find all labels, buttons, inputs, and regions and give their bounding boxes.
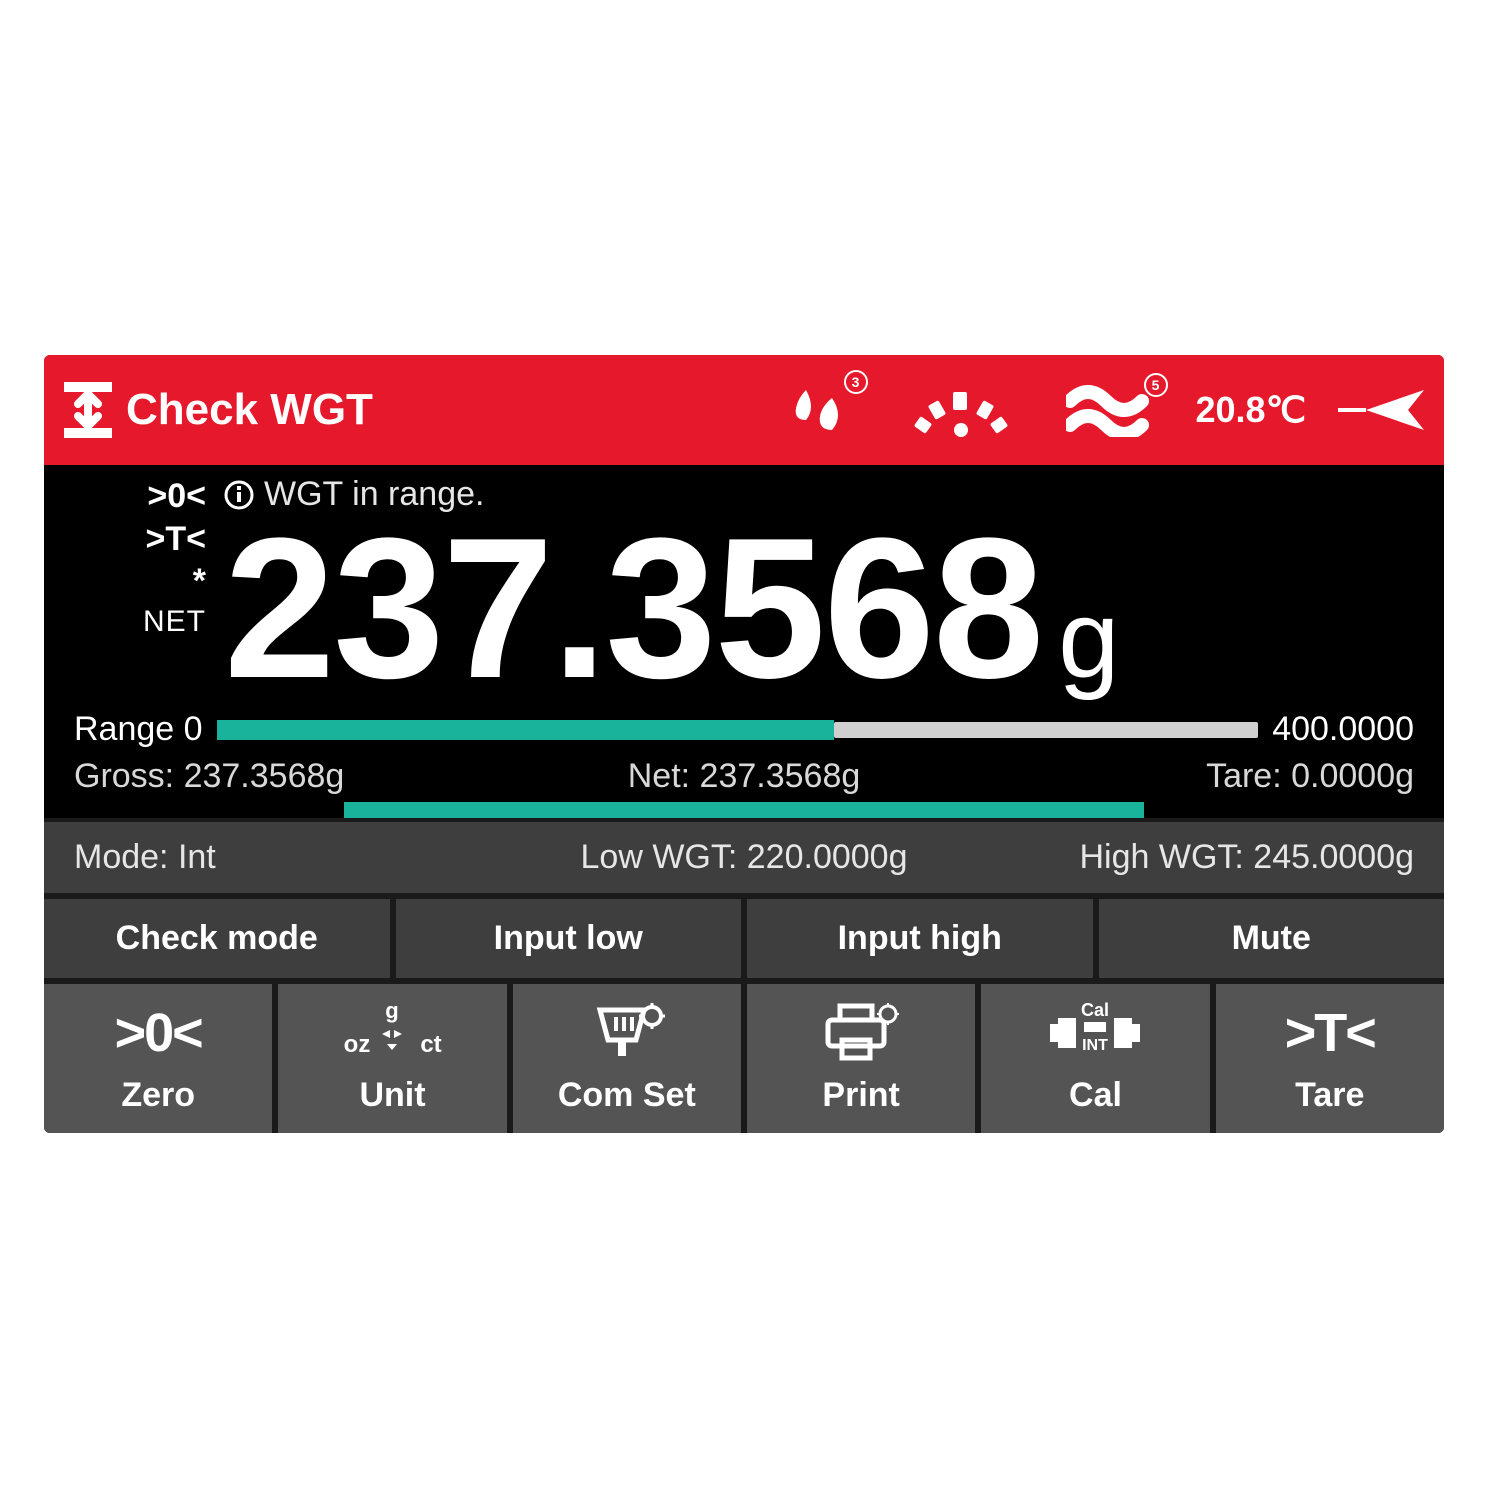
input-high-button[interactable]: Input high xyxy=(747,893,1099,978)
range-fill xyxy=(217,720,835,740)
checkweigh-icon xyxy=(62,380,114,440)
indicator-column: >0< >T< * NET xyxy=(74,475,224,704)
comset-icon xyxy=(582,998,672,1068)
scale-display: Check WGT 3 xyxy=(44,355,1444,1133)
wave-badge: 5 xyxy=(1144,373,1168,397)
stable-indicator: * xyxy=(74,560,206,603)
svg-text:oz: oz xyxy=(344,1031,371,1058)
range-min-label: Range 0 xyxy=(74,710,203,749)
low-limit-value: Low WGT: 220.0000g xyxy=(521,838,968,877)
comset-button[interactable]: Com Set xyxy=(513,978,747,1133)
net-indicator: NET xyxy=(74,603,206,641)
accept-range-underbar xyxy=(344,802,1144,818)
header-title: Check WGT xyxy=(126,385,373,435)
range-rest xyxy=(834,722,1258,738)
svg-text:g: g xyxy=(386,1000,399,1023)
softkey-row: Check mode Input low Input high Mute xyxy=(44,893,1444,978)
zero-icon: >0< xyxy=(115,1002,202,1064)
mute-button[interactable]: Mute xyxy=(1099,893,1445,978)
unit-label: Unit xyxy=(359,1076,425,1115)
print-label: Print xyxy=(822,1076,899,1115)
reading-panel: >0< >T< * NET WGT in range. 237.3568 g xyxy=(44,465,1444,704)
temperature-readout: 20.8℃ xyxy=(1196,389,1307,431)
unit-icon: g oz ct xyxy=(337,998,447,1068)
humidity-badge: 3 xyxy=(844,370,868,394)
cal-icon: Cal INT xyxy=(1040,998,1150,1068)
svg-text:Cal: Cal xyxy=(1081,1000,1109,1020)
cal-label: Cal xyxy=(1069,1076,1122,1115)
back-arrow-icon[interactable] xyxy=(1336,380,1426,440)
gross-value: Gross: 237.3568g xyxy=(74,757,521,796)
limits-row: Mode: Int Low WGT: 220.0000g High WGT: 2… xyxy=(44,818,1444,893)
check-mode-button[interactable]: Check mode xyxy=(44,893,396,978)
status-icons: 3 5 xyxy=(786,380,1156,440)
high-limit-value: High WGT: 245.0000g xyxy=(967,838,1414,877)
tare-icon: >T< xyxy=(1285,1002,1375,1064)
zero-indicator: >0< xyxy=(74,475,206,518)
header-bar: Check WGT 3 xyxy=(44,355,1444,465)
print-button[interactable]: Print xyxy=(747,978,981,1133)
reading-number: 237.3568 xyxy=(224,514,1042,704)
comset-label: Com Set xyxy=(558,1076,696,1115)
range-bar xyxy=(217,720,1259,740)
net-value: Net: 237.3568g xyxy=(521,757,968,796)
tare-button[interactable]: >T< Tare xyxy=(1216,978,1444,1133)
tare-indicator: >T< xyxy=(74,518,206,561)
zero-label: Zero xyxy=(121,1076,195,1115)
unit-button[interactable]: g oz ct Unit xyxy=(278,978,512,1133)
range-max-label: 400.0000 xyxy=(1272,710,1414,749)
tare-label: Tare xyxy=(1295,1076,1364,1115)
zero-button[interactable]: >0< Zero xyxy=(44,978,278,1133)
gauge-icon xyxy=(911,380,1011,440)
humidity-icon: 3 xyxy=(786,380,856,440)
main-button-row: >0< Zero g oz ct Unit xyxy=(44,978,1444,1133)
svg-text:ct: ct xyxy=(421,1031,442,1058)
mode-value: Mode: Int xyxy=(74,838,521,877)
print-icon xyxy=(816,998,906,1068)
tare-value: Tare: 0.0000g xyxy=(967,757,1414,796)
reading-unit: g xyxy=(1058,588,1117,693)
svg-text:INT: INT xyxy=(1083,1037,1109,1054)
cal-button[interactable]: Cal INT Cal xyxy=(981,978,1215,1133)
input-low-button[interactable]: Input low xyxy=(396,893,748,978)
reading-value: 237.3568 g xyxy=(224,514,1414,704)
wave-icon: 5 xyxy=(1066,383,1156,437)
